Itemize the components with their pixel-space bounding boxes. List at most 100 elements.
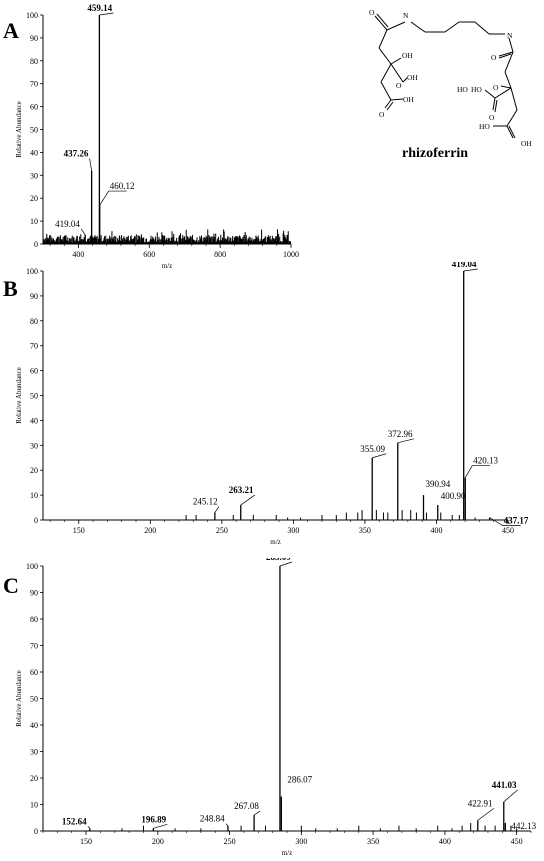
peak-leader bbox=[89, 158, 92, 171]
y-tick-label: 10 bbox=[30, 491, 38, 500]
peak-label: 152.64 bbox=[62, 816, 87, 826]
peak-leader bbox=[279, 561, 293, 567]
x-tick-label: 150 bbox=[73, 526, 85, 535]
peak-label: 245.12 bbox=[193, 497, 218, 507]
peak-label: 196.89 bbox=[141, 814, 166, 824]
x-tick-label: 250 bbox=[216, 526, 228, 535]
peak-label: 437.17 bbox=[504, 516, 529, 526]
peak-leader bbox=[253, 810, 261, 816]
structure-atom: O bbox=[489, 113, 495, 122]
y-tick-label: 60 bbox=[30, 668, 38, 677]
peak-label: 267.08 bbox=[234, 801, 259, 811]
x-axis-label: m/z bbox=[270, 538, 281, 546]
structure-atom: O bbox=[369, 8, 375, 17]
y-tick-label: 70 bbox=[30, 642, 38, 651]
y-tick-label: 100 bbox=[26, 267, 38, 276]
peak-leader bbox=[477, 808, 494, 821]
peak-leader bbox=[99, 190, 127, 206]
peak-leader bbox=[489, 517, 521, 526]
peak-leader bbox=[503, 789, 519, 803]
y-tick-label: 60 bbox=[30, 367, 38, 376]
x-tick-label: 250 bbox=[224, 837, 236, 846]
structure-atom: OH bbox=[521, 139, 532, 148]
peak-leader bbox=[464, 465, 491, 478]
y-tick-label: 40 bbox=[30, 721, 38, 730]
y-tick-label: 50 bbox=[30, 695, 38, 704]
rhizoferrin-structure: O N N O OH OH O O OH HO O HO O OH HO bbox=[369, 8, 532, 148]
x-tick-label: 200 bbox=[152, 837, 164, 846]
y-tick-label: 50 bbox=[30, 392, 38, 401]
y-tick-label: 20 bbox=[30, 194, 38, 203]
structure-atom: O bbox=[491, 53, 497, 62]
x-tick-label: 350 bbox=[359, 526, 371, 535]
compound-name: rhizoferrin bbox=[402, 146, 469, 161]
peak-leader bbox=[214, 506, 220, 513]
peak-label: 441.03 bbox=[492, 780, 517, 790]
y-tick-label: 40 bbox=[30, 416, 38, 425]
peak-label: 420.13 bbox=[473, 456, 498, 466]
x-tick-label: 400 bbox=[439, 837, 451, 846]
y-axis-label: Relative Abundance bbox=[15, 101, 23, 158]
y-tick-label: 30 bbox=[30, 441, 38, 450]
x-tick-label: 300 bbox=[287, 526, 299, 535]
y-tick-label: 60 bbox=[30, 103, 38, 112]
y-tick-label: 80 bbox=[30, 317, 38, 326]
peak-leader bbox=[463, 268, 478, 272]
structure-atom: N bbox=[507, 31, 513, 40]
structure-atom: N bbox=[403, 11, 409, 20]
y-tick-label: 40 bbox=[30, 148, 38, 157]
y-axis-label: Relative Abundance bbox=[15, 367, 23, 424]
panel-label-a: A bbox=[3, 18, 19, 43]
y-axis-label: Relative Abundance bbox=[15, 670, 23, 727]
x-axis-label: m/z bbox=[162, 262, 173, 270]
spectrum-a-chart: 0 10 20 30 40 50 60 70 80 90 100 400 600 800 1000 m/z Re… bbox=[15, 3, 299, 270]
y-tick-label: 70 bbox=[30, 80, 38, 89]
structure-atom: OH bbox=[407, 73, 418, 82]
peak-label: 400.90 bbox=[441, 491, 466, 501]
peak-label: 390.94 bbox=[425, 479, 450, 489]
structure-atom: HO bbox=[457, 85, 468, 94]
peak-leader bbox=[225, 823, 229, 826]
structure-atom: HO bbox=[471, 85, 482, 94]
x-tick-label: 450 bbox=[511, 837, 523, 846]
peak-leader bbox=[87, 826, 91, 829]
y-tick-label: 50 bbox=[30, 126, 38, 135]
peak-leader bbox=[397, 438, 414, 444]
structure-atom: OH bbox=[402, 51, 413, 60]
x-tick-label: 300 bbox=[295, 837, 307, 846]
peak-label: 459.14 bbox=[87, 3, 112, 13]
y-tick-label: 10 bbox=[30, 801, 38, 810]
y-tick-label: 80 bbox=[30, 615, 38, 624]
structure-atom: O bbox=[379, 110, 385, 119]
y-tick-label: 90 bbox=[30, 589, 38, 598]
y-tick-label: 20 bbox=[30, 774, 38, 783]
x-tick-label: 1000 bbox=[283, 250, 299, 259]
peak-label: 355.09 bbox=[360, 444, 385, 454]
peak-leader bbox=[99, 12, 114, 16]
structure-atom: O bbox=[493, 83, 499, 92]
x-tick-label: 450 bbox=[502, 526, 514, 535]
x-tick-label: 350 bbox=[367, 837, 379, 846]
x-tick-label: 600 bbox=[143, 250, 155, 259]
peak-leader bbox=[80, 228, 86, 236]
y-tick-label: 0 bbox=[34, 827, 38, 836]
peak-label: 422.91 bbox=[468, 798, 493, 808]
peak-leader bbox=[372, 453, 387, 459]
y-tick-label: 90 bbox=[30, 34, 38, 43]
peak-label: 460.12 bbox=[110, 181, 135, 191]
y-tick-label: 90 bbox=[30, 292, 38, 301]
x-tick-label: 800 bbox=[214, 250, 226, 259]
x-tick-label: 400 bbox=[72, 250, 84, 259]
peak-label: 248.84 bbox=[200, 814, 225, 824]
y-tick-label: 80 bbox=[30, 57, 38, 66]
spectrum-b-chart: 0 10 20 30 40 50 60 70 80 90 100 150 200 250 300 350 400… bbox=[15, 262, 529, 546]
y-tick-label: 0 bbox=[34, 516, 38, 525]
peak-label: 285.09 bbox=[266, 558, 291, 562]
y-tick-label: 100 bbox=[26, 562, 38, 571]
panel-label-c: C bbox=[3, 573, 19, 598]
x-tick-label: 200 bbox=[144, 526, 156, 535]
y-tick-label: 100 bbox=[26, 11, 38, 20]
peak-label: 372.96 bbox=[388, 429, 413, 439]
peak-label: 286.07 bbox=[287, 775, 312, 785]
structure-atom: OH bbox=[403, 95, 414, 104]
